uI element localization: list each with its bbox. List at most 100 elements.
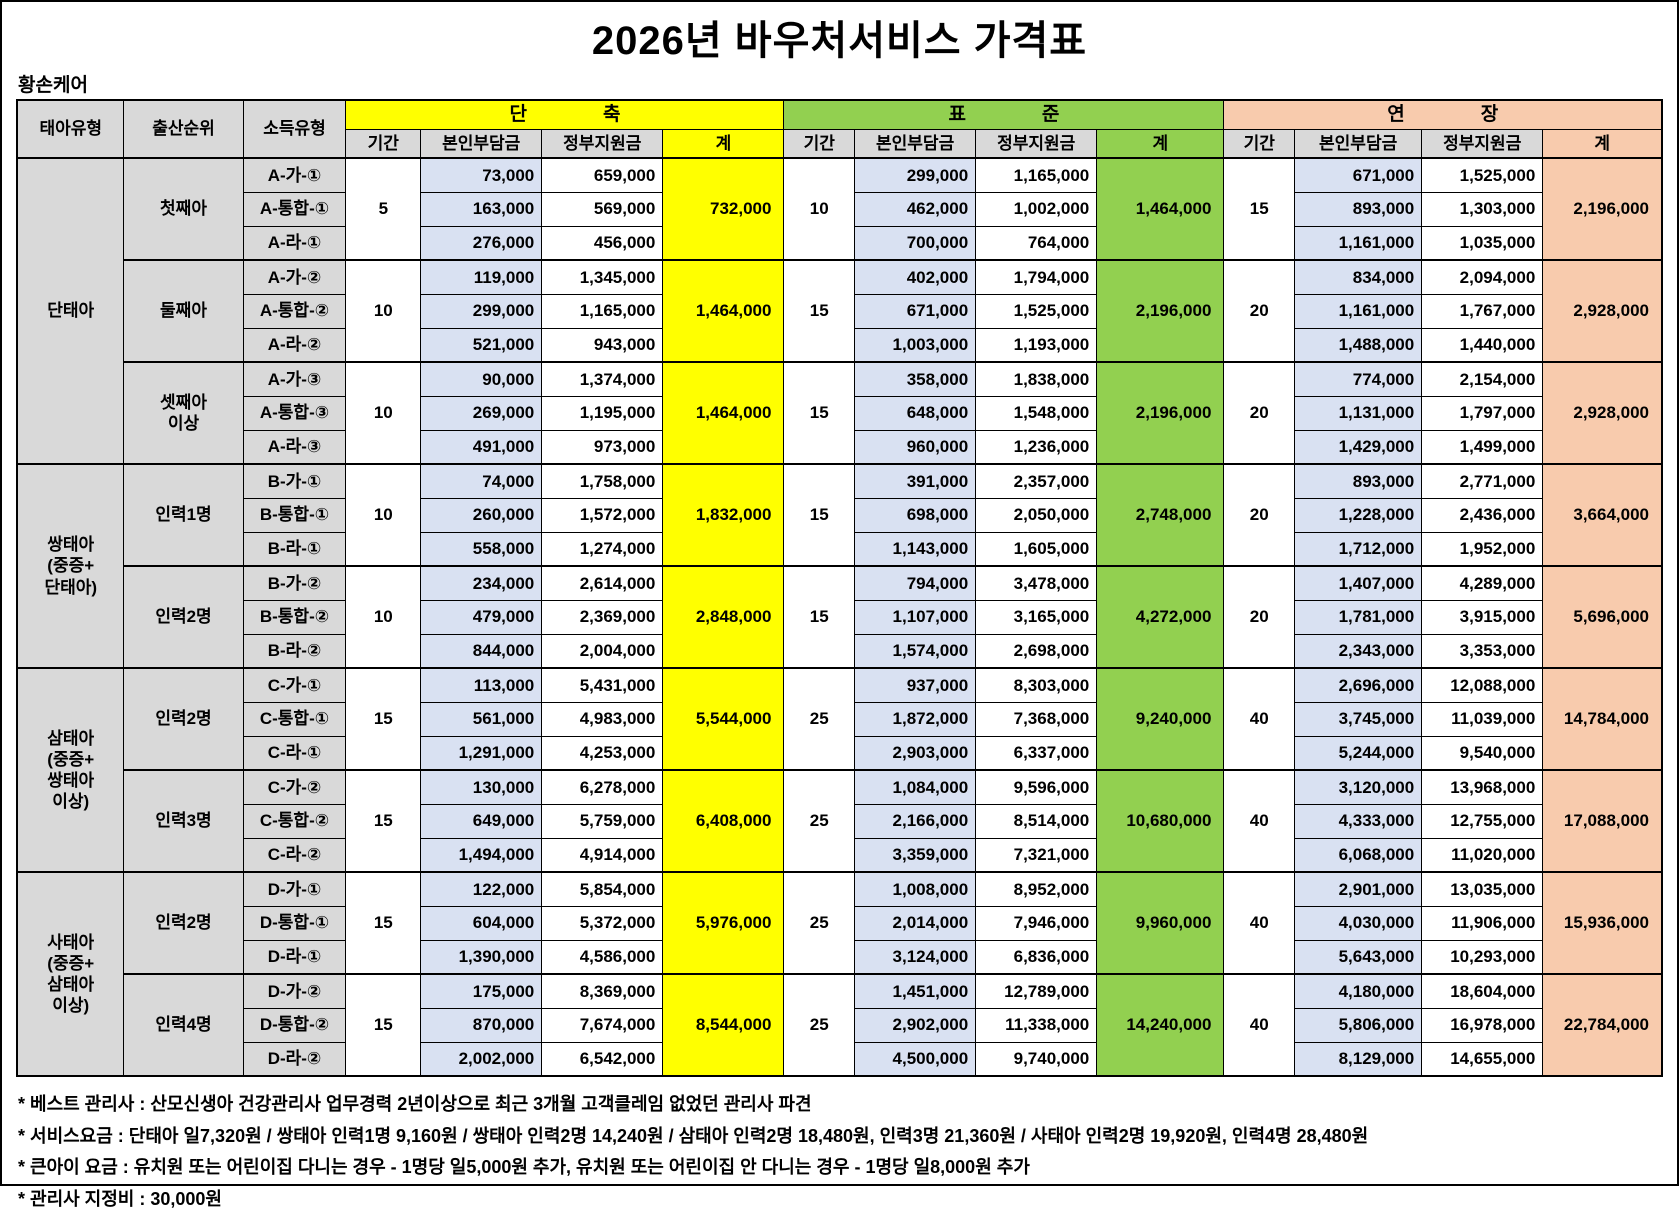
self-pay-cell: 1,107,000 xyxy=(855,600,976,634)
self-pay-cell: 402,000 xyxy=(855,260,976,294)
self-pay-cell: 1,390,000 xyxy=(421,940,542,974)
self-pay-cell: 175,000 xyxy=(421,974,542,1008)
self-pay-cell: 299,000 xyxy=(855,158,976,192)
gov-support-cell: 8,303,000 xyxy=(976,668,1097,702)
self-pay-cell: 1,451,000 xyxy=(855,974,976,1008)
gov-support-cell: 5,759,000 xyxy=(542,804,663,838)
period-cell: 10 xyxy=(784,158,855,260)
self-pay-cell: 698,000 xyxy=(855,498,976,532)
gov-support-cell: 7,321,000 xyxy=(976,838,1097,872)
self-pay-cell: 391,000 xyxy=(855,464,976,498)
gov-support-cell: 1,758,000 xyxy=(542,464,663,498)
gov-support-cell: 1,525,000 xyxy=(976,294,1097,328)
gov-support-cell: 5,854,000 xyxy=(542,872,663,906)
income-type-cell: B-통합-① xyxy=(243,498,346,532)
self-pay-cell: 1,712,000 xyxy=(1295,532,1422,566)
total-cell: 22,784,000 xyxy=(1543,974,1662,1076)
period-cell: 15 xyxy=(784,362,855,464)
self-pay-cell: 163,000 xyxy=(421,192,542,226)
gov-support-cell: 1,605,000 xyxy=(976,532,1097,566)
gov-support-cell: 12,789,000 xyxy=(976,974,1097,1008)
self-pay-cell: 2,903,000 xyxy=(855,736,976,770)
gov-support-cell: 2,094,000 xyxy=(1422,260,1543,294)
self-pay-cell: 1,291,000 xyxy=(421,736,542,770)
self-pay-cell: 700,000 xyxy=(855,226,976,260)
gov-support-cell: 1,548,000 xyxy=(976,396,1097,430)
income-type-cell: A-라-③ xyxy=(243,430,346,464)
sub-header-standard-3: 정부지원금 xyxy=(976,129,1097,158)
total-cell: 14,240,000 xyxy=(1097,974,1224,1076)
gov-support-cell: 456,000 xyxy=(542,226,663,260)
self-pay-cell: 3,359,000 xyxy=(855,838,976,872)
gov-support-cell: 1,195,000 xyxy=(542,396,663,430)
gov-support-cell: 1,838,000 xyxy=(976,362,1097,396)
gov-support-cell: 4,289,000 xyxy=(1422,566,1543,600)
self-pay-cell: 4,333,000 xyxy=(1295,804,1422,838)
self-pay-cell: 113,000 xyxy=(421,668,542,702)
self-pay-cell: 5,643,000 xyxy=(1295,940,1422,974)
total-cell: 732,000 xyxy=(663,158,784,260)
gov-support-cell: 12,088,000 xyxy=(1422,668,1543,702)
gov-support-cell: 1,797,000 xyxy=(1422,396,1543,430)
total-cell: 2,848,000 xyxy=(663,566,784,668)
gov-support-cell: 1,767,000 xyxy=(1422,294,1543,328)
total-cell: 14,784,000 xyxy=(1543,668,1662,770)
total-cell: 2,748,000 xyxy=(1097,464,1224,566)
page-title: 2026년 바우처서비스 가격표 xyxy=(16,8,1663,66)
total-cell: 9,960,000 xyxy=(1097,872,1224,974)
self-pay-cell: 4,180,000 xyxy=(1295,974,1422,1008)
self-pay-cell: 893,000 xyxy=(1295,464,1422,498)
section-header-short: 단 축 xyxy=(346,100,784,129)
birth-order-cell: 인력4명 xyxy=(124,974,243,1076)
self-pay-cell: 2,696,000 xyxy=(1295,668,1422,702)
self-pay-cell: 1,131,000 xyxy=(1295,396,1422,430)
self-pay-cell: 73,000 xyxy=(421,158,542,192)
period-cell: 15 xyxy=(346,668,421,770)
self-pay-cell: 276,000 xyxy=(421,226,542,260)
birth-order-cell: 인력1명 xyxy=(124,464,243,566)
period-cell: 20 xyxy=(1224,566,1295,668)
total-cell: 1,464,000 xyxy=(1097,158,1224,260)
self-pay-cell: 122,000 xyxy=(421,872,542,906)
income-type-cell: A-가-③ xyxy=(243,362,346,396)
gov-support-cell: 1,193,000 xyxy=(976,328,1097,362)
income-type-cell: C-라-② xyxy=(243,838,346,872)
gov-support-cell: 1,165,000 xyxy=(976,158,1097,192)
gov-support-cell: 2,436,000 xyxy=(1422,498,1543,532)
section-header-standard: 표 준 xyxy=(784,100,1224,129)
period-cell: 15 xyxy=(784,464,855,566)
self-pay-cell: 1,781,000 xyxy=(1295,600,1422,634)
fetus-type-cell: 사태아 (중증+ 삼태아 이상) xyxy=(17,872,124,1076)
total-cell: 5,544,000 xyxy=(663,668,784,770)
gov-support-cell: 4,586,000 xyxy=(542,940,663,974)
income-type-cell: B-라-① xyxy=(243,532,346,566)
self-pay-cell: 3,124,000 xyxy=(855,940,976,974)
self-pay-cell: 2,166,000 xyxy=(855,804,976,838)
footnote-3: * 큰아이 요금 : 유치원 또는 어린이집 다니는 경우 - 1명당 일5,0… xyxy=(18,1152,1663,1184)
gov-support-cell: 8,369,000 xyxy=(542,974,663,1008)
income-type-cell: B-가-② xyxy=(243,566,346,600)
self-pay-cell: 1,494,000 xyxy=(421,838,542,872)
period-cell: 15 xyxy=(784,566,855,668)
total-cell: 8,544,000 xyxy=(663,974,784,1076)
self-pay-cell: 844,000 xyxy=(421,634,542,668)
gov-support-cell: 9,596,000 xyxy=(976,770,1097,804)
self-pay-cell: 561,000 xyxy=(421,702,542,736)
income-type-cell: B-통합-② xyxy=(243,600,346,634)
self-pay-cell: 1,143,000 xyxy=(855,532,976,566)
self-pay-cell: 2,343,000 xyxy=(1295,634,1422,668)
income-type-cell: A-가-① xyxy=(243,158,346,192)
income-type-cell: C-가-② xyxy=(243,770,346,804)
gov-support-cell: 3,353,000 xyxy=(1422,634,1543,668)
self-pay-cell: 2,902,000 xyxy=(855,1008,976,1042)
self-pay-cell: 648,000 xyxy=(855,396,976,430)
gov-support-cell: 13,968,000 xyxy=(1422,770,1543,804)
period-cell: 10 xyxy=(346,362,421,464)
period-cell: 15 xyxy=(346,770,421,872)
self-pay-cell: 1,407,000 xyxy=(1295,566,1422,600)
footnotes: * 베스트 관리사 : 산모신생아 건강관리사 업무경력 2년이상으로 최근 3… xyxy=(16,1089,1663,1215)
self-pay-cell: 3,120,000 xyxy=(1295,770,1422,804)
